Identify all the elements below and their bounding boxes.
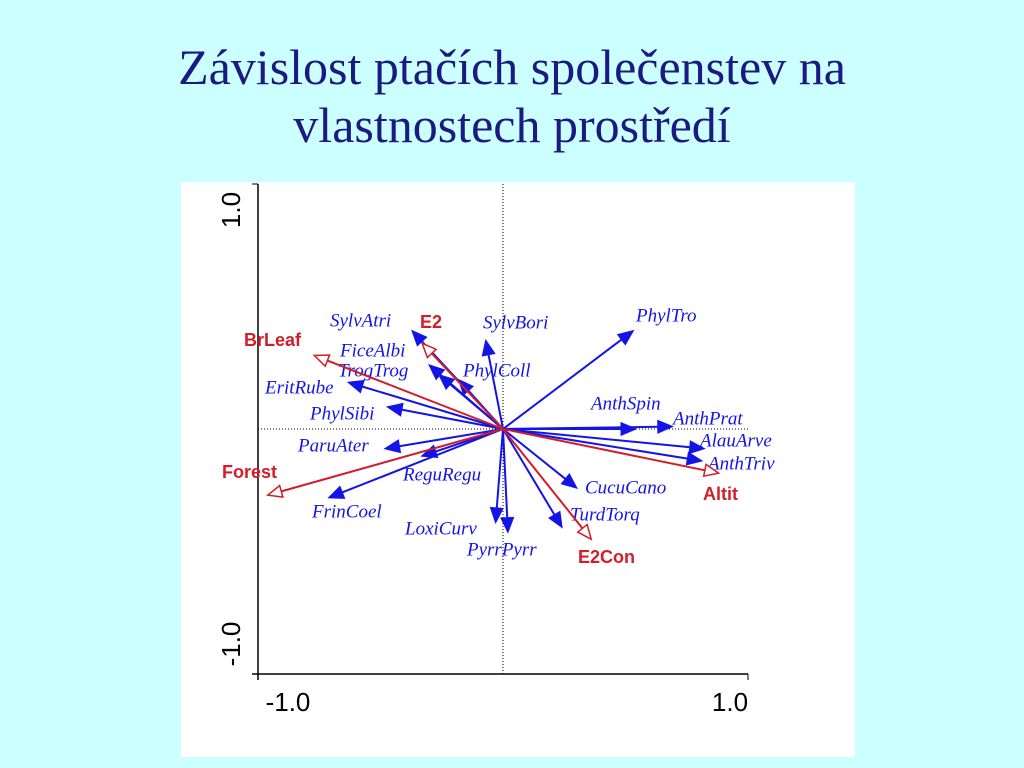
vector-label: Forest: [222, 462, 277, 482]
arrow-head: [548, 510, 563, 529]
plot-panel: [181, 182, 855, 757]
y-tick-label: -1.0: [216, 622, 246, 667]
arrow-head: [437, 373, 456, 391]
vector-label: PhylTro: [635, 305, 697, 326]
vector-label: FiceAlbi: [339, 340, 405, 361]
arrow-head: [657, 419, 674, 434]
vector-label: AlauArve: [698, 430, 772, 451]
arrow-shaft: [502, 428, 584, 529]
vector-label: PhylColl: [462, 360, 531, 381]
arrow-head: [500, 516, 515, 534]
vector-label: E2: [420, 312, 442, 332]
vector-label: ParuAter: [297, 435, 369, 456]
vector-label: CucuCano: [585, 477, 666, 498]
arrow-head: [265, 484, 284, 499]
arrow-shaft: [502, 338, 623, 430]
vector-label: SylvAtri: [330, 310, 391, 331]
arrow-shaft: [502, 428, 691, 449]
arrow-head: [481, 338, 496, 357]
vector-label: LoxiCurv: [404, 518, 477, 539]
arrow-head: [489, 506, 504, 524]
arrow-head: [420, 341, 438, 359]
vector-label: EritRube: [264, 377, 334, 398]
arrow-head: [702, 463, 721, 478]
arrow-shaft: [281, 428, 504, 493]
vector-label: Altit: [703, 484, 738, 504]
arrow-shaft: [341, 428, 504, 494]
arrow-shaft: [495, 428, 504, 509]
arrow-head: [327, 485, 346, 499]
arrow-shaft: [431, 352, 504, 430]
vector-label: FrinCoel: [311, 501, 382, 522]
arrow-head: [383, 439, 402, 454]
vector-label: AnthPrat: [671, 408, 743, 429]
vector-label: BrLeaf: [244, 330, 302, 350]
vector-label: ReguRegu: [402, 464, 481, 485]
arrow-head: [620, 421, 638, 437]
arrow-shaft: [502, 428, 688, 460]
y-tick-label: 1.0: [216, 192, 246, 228]
arrow-head: [312, 354, 331, 368]
vector-label: TrogTrog: [338, 360, 408, 381]
x-tick-label: -1.0: [266, 687, 311, 717]
arrow-head: [385, 402, 404, 417]
arrow-head: [457, 378, 475, 396]
arrow-shaft: [502, 428, 706, 472]
arrow-head: [560, 473, 578, 489]
arrow-shaft: [502, 428, 509, 518]
x-tick-label: 1.0: [712, 687, 748, 717]
arrow-shaft: [361, 385, 504, 430]
vector-label: E2Con: [578, 547, 635, 567]
arrow-head: [411, 329, 428, 347]
arrow-head: [685, 451, 704, 466]
vector-label: PyrrPyrr: [466, 539, 537, 560]
arrow-head: [616, 329, 635, 346]
arrow-shaft: [449, 383, 504, 430]
vector-label: AnthSpin: [589, 393, 661, 414]
arrow-shaft: [502, 428, 556, 516]
vector-label: SylvBori: [483, 312, 548, 333]
vector-label: PhylSibi: [309, 403, 374, 424]
vector-label: AnthTriv: [706, 453, 775, 474]
arrow-shaft: [502, 425, 659, 430]
arrow-shaft: [502, 428, 567, 480]
arrow-shaft: [401, 408, 504, 430]
arrow-head: [576, 523, 593, 541]
arrow-head: [346, 379, 365, 394]
arrow-shaft: [327, 359, 504, 430]
arrow-shaft: [399, 428, 504, 448]
arrow-head: [688, 440, 706, 455]
arrow-head: [428, 364, 446, 381]
arrow-shaft: [487, 354, 504, 430]
slide-title: Závislost ptačích společenstev na vlastn…: [178, 39, 846, 153]
vector-label: TurdTorq: [570, 504, 640, 525]
